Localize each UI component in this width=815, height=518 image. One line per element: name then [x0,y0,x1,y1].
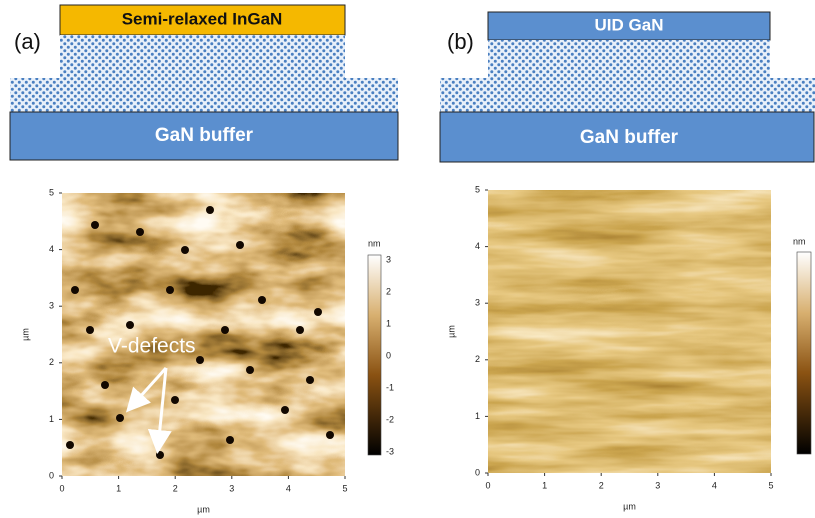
mesa-layer [488,40,770,78]
x-tick-label: 3 [229,483,234,493]
y-axis-label: µm [20,328,30,341]
afm-image [62,193,345,476]
colorbar-tick-label: 2 [386,286,391,296]
y-tick-label: 2 [475,354,480,364]
interlayer [440,78,815,112]
y-tick-label: 5 [49,187,54,197]
y-axis-label: µm [446,325,456,338]
mesa-layer [60,35,345,78]
colorbar [797,252,811,454]
y-tick-label: 3 [49,301,54,311]
page: Layer schematics and AFM scans {"panels"… [0,0,815,518]
top-layer-text: Semi-relaxed InGaN [122,9,283,28]
x-tick-label: 1 [542,480,547,490]
y-tick-label: 1 [475,411,480,421]
colorbar-unit: nm [368,238,381,248]
y-tick-label: 1 [49,414,54,424]
x-axis-label: µm [197,504,210,514]
y-tick-label: 4 [475,241,480,251]
x-tick-label: 5 [342,483,347,493]
colorbar-tick-label: -3 [386,446,394,456]
colorbar-tick-label: 1 [386,318,391,328]
colorbar-tick-label: 3 [386,254,391,264]
x-tick-label: 0 [59,483,64,493]
buffer-text: GaN buffer [155,125,254,146]
panel-label: (a) [14,29,41,54]
colorbar-unit: nm [793,236,806,246]
y-tick-label: 3 [475,298,480,308]
x-tick-label: 3 [655,480,660,490]
afm-image [488,190,771,473]
x-tick-label: 0 [485,480,490,490]
x-tick-label: 4 [286,483,291,493]
y-tick-label: 5 [475,184,480,194]
x-tick-label: 2 [173,483,178,493]
top-layer-text: UID GaN [595,15,664,34]
figure: (a) Semi-relaxed InGaN GaN buffer (b) UI… [0,0,815,518]
colorbar-tick-label: -1 [386,382,394,392]
colorbar [368,255,381,455]
x-axis-label: µm [623,501,636,511]
x-tick-label: 4 [712,480,717,490]
colorbar-tick-label: -2 [386,414,394,424]
interlayer [10,78,398,112]
x-tick-label: 2 [599,480,604,490]
x-tick-label: 1 [116,483,121,493]
y-tick-label: 4 [49,244,54,254]
y-tick-label: 2 [49,357,54,367]
x-tick-label: 5 [768,480,773,490]
buffer-text: GaN buffer [580,127,679,148]
y-tick-label: 0 [475,467,480,477]
panel-label: (b) [447,29,474,54]
colorbar-tick-label: 0 [386,350,391,360]
body: (a) Semi-relaxed InGaN GaN buffer (b) UI… [0,0,815,518]
y-tick-label: 0 [49,470,54,480]
annotation: V-defects [108,335,196,358]
